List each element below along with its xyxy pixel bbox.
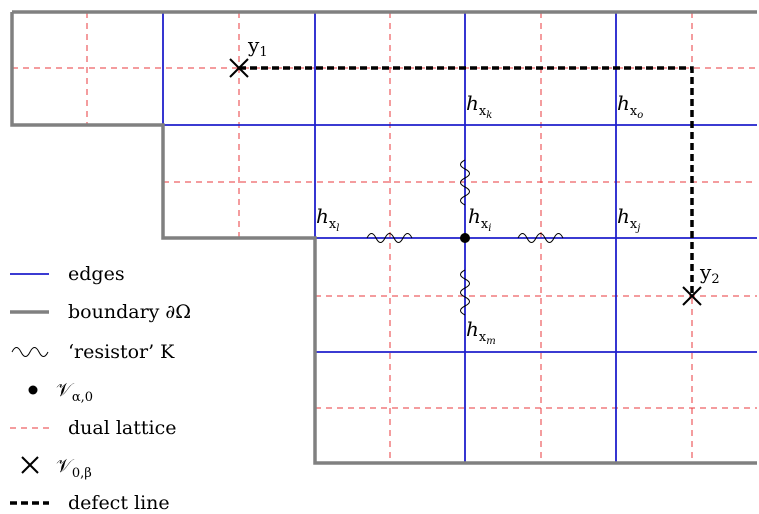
resistor-down: [460, 269, 470, 316]
label-y1: y1: [247, 33, 268, 60]
label-h-xk: hxk: [466, 91, 492, 121]
legend-resistor-swatch: [11, 347, 49, 357]
defect-line: [239, 66, 694, 296]
resistor-left: [366, 233, 413, 243]
resistor-up: [460, 159, 470, 206]
node-v-alpha: [460, 233, 470, 243]
label-h-xj: hxj: [617, 204, 640, 234]
legend: edges boundary ∂Ω ‘resistor’ K 𝒱α,0 dual…: [10, 263, 191, 514]
legend-node-swatch: [28, 385, 38, 395]
legend-boundary-label: boundary ∂Ω: [68, 301, 191, 323]
boundary: [10, 10, 757, 465]
legend-v-alpha-label: 𝒱α,0: [56, 379, 93, 405]
legend-cross-swatch: [21, 456, 39, 474]
resistor-right: [517, 233, 564, 243]
label-h-xm: hxm: [466, 317, 496, 347]
label-h-xi: hxi: [468, 204, 491, 234]
boundary-staircase: [10, 12, 757, 465]
legend-edges-label: edges: [68, 263, 125, 285]
cross-y1: [229, 58, 249, 78]
label-h-xl: hxl: [316, 204, 339, 234]
label-h-xo: hxo: [617, 91, 643, 121]
legend-defect-label: defect line: [68, 492, 170, 514]
legend-dual-label: dual lattice: [68, 417, 176, 439]
legend-resistor-label: ‘resistor’ K: [68, 341, 175, 363]
legend-v-beta-label: 𝒱0,β: [56, 455, 92, 481]
cross-y2: [682, 286, 702, 306]
label-y2: y2: [699, 260, 720, 287]
resistors: [366, 159, 564, 316]
